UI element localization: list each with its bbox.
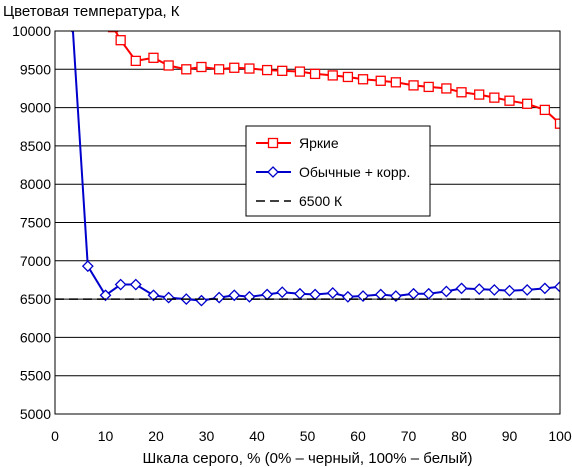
legend-label: 6500 К bbox=[299, 193, 343, 209]
data-point bbox=[277, 65, 288, 76]
data-point bbox=[504, 95, 515, 106]
x-tick-label: 70 bbox=[401, 428, 417, 444]
y-tick-label: 10000 bbox=[12, 23, 51, 39]
data-point bbox=[489, 92, 500, 103]
x-tick-labels: 0 10 20 30 40 50 60 70 80 90 100 bbox=[51, 428, 572, 444]
data-point bbox=[261, 288, 274, 301]
x-tick-label: 40 bbox=[249, 428, 265, 444]
data-point bbox=[196, 61, 207, 73]
y-tick-label: 7000 bbox=[20, 253, 51, 269]
x-axis-label: Шкала серого, % (0% – черный, 100% – бел… bbox=[143, 450, 473, 467]
x-tick-label: 60 bbox=[350, 428, 366, 444]
data-point bbox=[147, 289, 160, 302]
data-point bbox=[99, 289, 112, 302]
y-tick-label: 8000 bbox=[20, 176, 51, 192]
data-point bbox=[440, 285, 453, 298]
data-point bbox=[243, 290, 256, 303]
data-point bbox=[276, 286, 289, 299]
data-point bbox=[213, 64, 225, 75]
data-point bbox=[107, 31, 119, 33]
data-point bbox=[115, 35, 126, 46]
data-point bbox=[554, 280, 560, 293]
data-point bbox=[163, 60, 174, 71]
data-point bbox=[228, 289, 241, 302]
data-point bbox=[244, 63, 255, 74]
y-tick-label: 6000 bbox=[20, 329, 51, 345]
y-tick-label: 8500 bbox=[20, 138, 51, 154]
legend-label: Обычные + корр. bbox=[299, 164, 410, 180]
x-tick-label: 90 bbox=[502, 428, 518, 444]
data-point bbox=[538, 282, 551, 295]
data-point bbox=[441, 83, 452, 94]
data-point bbox=[342, 71, 354, 83]
x-tick-label: 80 bbox=[451, 428, 467, 444]
data-point bbox=[554, 118, 560, 129]
data-point bbox=[261, 64, 273, 76]
y-tick-label: 5500 bbox=[20, 368, 51, 384]
data-point bbox=[129, 278, 142, 291]
x-tick-label: 50 bbox=[300, 428, 316, 444]
grid bbox=[55, 68, 560, 377]
data-point bbox=[341, 290, 354, 303]
data-point bbox=[539, 104, 550, 116]
data-point bbox=[473, 283, 486, 296]
data-point bbox=[130, 55, 141, 67]
data-point bbox=[488, 283, 501, 296]
y-tick-labels: 5000 5500 6000 6500 7000 7500 8000 8500 9000 9500… bbox=[12, 23, 51, 422]
data-point bbox=[423, 81, 434, 93]
data-point bbox=[455, 282, 468, 295]
data-point bbox=[229, 62, 240, 73]
plot-frame bbox=[54, 30, 561, 415]
data-point bbox=[422, 287, 435, 300]
x-tick-label: 10 bbox=[98, 428, 114, 444]
x-tick-label: 0 bbox=[51, 428, 59, 444]
x-tick-label: 100 bbox=[548, 428, 572, 444]
y-tick-label: 5000 bbox=[20, 406, 51, 422]
data-point bbox=[114, 278, 127, 291]
x-tick-label: 30 bbox=[199, 428, 215, 444]
data-point bbox=[181, 64, 192, 75]
data-point bbox=[522, 98, 533, 109]
data-point bbox=[521, 283, 534, 296]
data-point bbox=[294, 66, 306, 77]
y-tick-label: 6500 bbox=[20, 291, 51, 307]
series-layer bbox=[55, 31, 560, 307]
data-point bbox=[408, 80, 419, 91]
y-tick-label: 9000 bbox=[20, 100, 51, 116]
data-point bbox=[213, 291, 226, 304]
data-point bbox=[503, 284, 516, 297]
data-point bbox=[357, 74, 369, 85]
data-point bbox=[375, 75, 386, 86]
x-tick-label: 20 bbox=[148, 428, 164, 444]
data-point bbox=[456, 87, 467, 98]
data-point bbox=[407, 287, 420, 300]
legend-label: Яркие bbox=[299, 135, 339, 151]
data-point bbox=[327, 70, 338, 81]
y-tick-label: 9500 bbox=[20, 61, 51, 77]
data-point bbox=[309, 68, 321, 80]
data-point bbox=[374, 288, 387, 301]
data-point bbox=[148, 52, 159, 63]
data-point bbox=[474, 89, 485, 100]
data-point bbox=[326, 287, 339, 299]
legend-marker bbox=[267, 166, 279, 178]
data-point bbox=[81, 260, 94, 273]
y-tick-label: 7500 bbox=[20, 215, 51, 231]
data-point bbox=[390, 77, 402, 88]
y-axis-label: Цветовая температура, К bbox=[3, 3, 180, 20]
data-point bbox=[309, 288, 321, 301]
series-0 bbox=[107, 31, 560, 129]
data-point bbox=[162, 291, 175, 304]
data-point bbox=[195, 294, 208, 307]
data-point bbox=[294, 287, 306, 300]
legend-marker bbox=[267, 137, 279, 149]
legend: Яркие Обычные + корр. 6500 К bbox=[245, 125, 431, 217]
series-1 bbox=[70, 31, 560, 307]
